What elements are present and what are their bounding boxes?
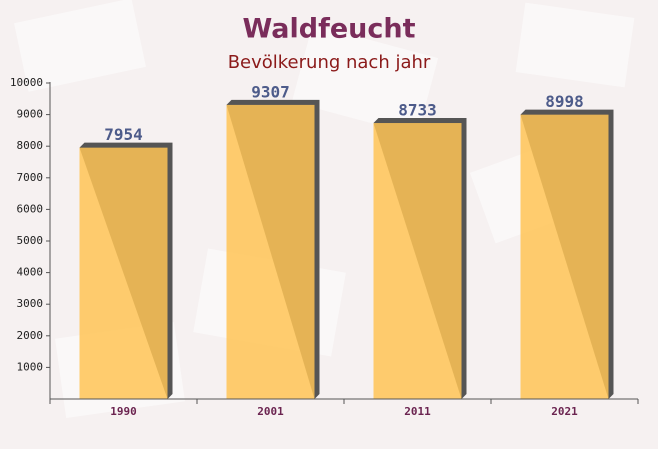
x-tick-label: 2021: [551, 405, 578, 418]
x-tick-label: 2011: [404, 405, 431, 418]
y-tick-label: 4000: [17, 266, 44, 279]
y-tick-label: 7000: [17, 171, 44, 184]
y-tick-label: 5000: [17, 234, 44, 247]
bar: [79, 147, 168, 399]
y-tick-label: 9000: [17, 108, 44, 121]
bar: [373, 123, 462, 399]
chart-subtitle: Bevölkerung nach jahr: [228, 52, 431, 73]
value-label: 7954: [104, 125, 143, 144]
value-label: 9307: [251, 82, 290, 101]
plot-area: 1000 2000 3000 4000 5000 6000 7000 8000 9000 1000…: [10, 76, 639, 418]
y-tick-label: 8000: [17, 139, 44, 152]
bar: [226, 104, 315, 399]
y-tick-label: 3000: [17, 297, 44, 310]
y-tick-label: 2000: [17, 329, 44, 342]
y-tick-label: 6000: [17, 202, 44, 215]
y-tick-label: 10000: [10, 76, 43, 89]
value-label: 8733: [398, 101, 437, 120]
bar: [520, 114, 609, 399]
x-tick-label: 1990: [110, 405, 137, 418]
y-tick-label: 1000: [17, 360, 44, 373]
x-tick-label: 2001: [257, 405, 284, 418]
chart-title: Waldfeucht: [242, 14, 415, 45]
value-label: 8998: [545, 92, 584, 111]
